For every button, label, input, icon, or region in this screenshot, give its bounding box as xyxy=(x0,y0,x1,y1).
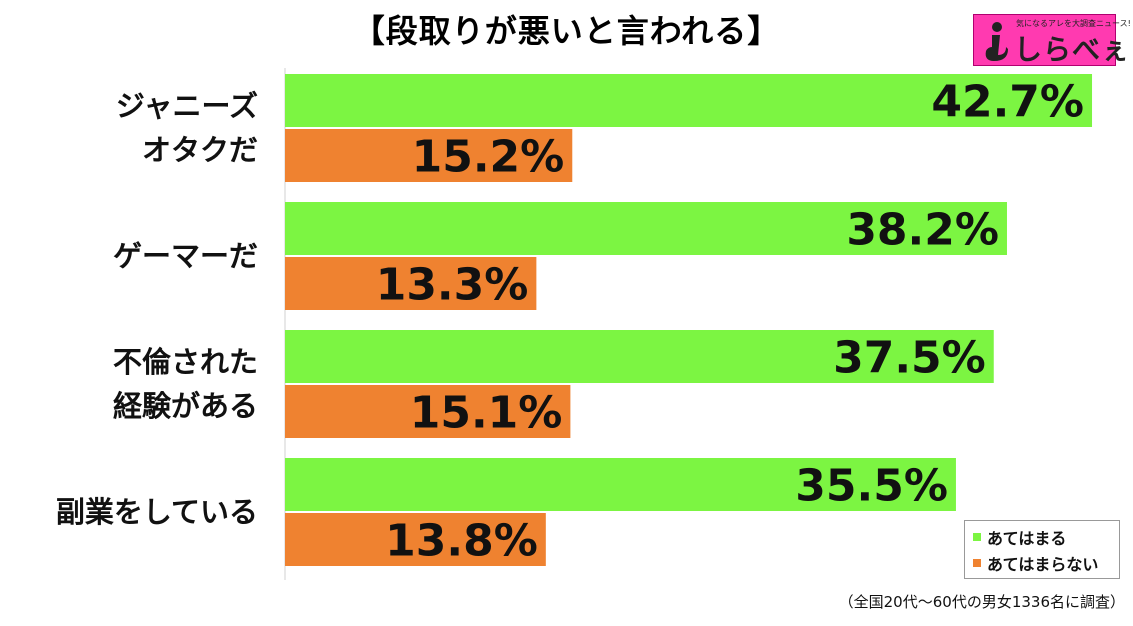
data-label: 42.7% xyxy=(931,77,1084,128)
bar-not-applies xyxy=(285,385,571,438)
legend-swatch-applies xyxy=(973,533,981,541)
legend: あてはまる あてはまらない xyxy=(964,520,1120,579)
data-label: 13.3% xyxy=(376,260,529,311)
category-label: ジャニーズ xyxy=(116,89,258,123)
data-label: 13.8% xyxy=(385,516,538,567)
data-label: 35.5% xyxy=(795,461,948,512)
legend-swatch-not-applies xyxy=(973,559,981,567)
category-label: 副業をしている xyxy=(56,495,258,529)
legend-label-applies: あてはまる xyxy=(987,529,1067,548)
bar-not-applies xyxy=(285,129,573,182)
logo-tagline: 気になるアレを大調査ニュース! xyxy=(1016,19,1131,28)
data-label: 15.1% xyxy=(410,388,563,439)
logo-i-icon xyxy=(985,22,1008,61)
bar-not-applies xyxy=(285,257,537,310)
bar-applies xyxy=(285,330,994,383)
data-label: 38.2% xyxy=(846,205,999,256)
footnote: （全国20代～60代の男女1336名に調査） xyxy=(838,593,1125,611)
bar-applies xyxy=(285,74,1093,127)
bar-applies xyxy=(285,202,1007,255)
bar-not-applies xyxy=(285,513,546,566)
shirabee-logo: 気になるアレを大調査ニュース! しらべぇ xyxy=(973,14,1131,66)
legend-item-not-applies: あてはまらない xyxy=(973,553,1099,574)
logo-text: しらべぇ xyxy=(1014,33,1131,66)
data-label: 15.2% xyxy=(412,132,565,183)
category-label: ゲーマーだ xyxy=(113,239,258,273)
chart-title: 【段取りが悪いと言われる】 xyxy=(352,12,781,50)
category-label: 不倫された xyxy=(113,345,258,379)
category-label: オタクだ xyxy=(142,133,258,167)
category-label: 経験がある xyxy=(113,389,258,423)
data-label: 37.5% xyxy=(833,333,986,384)
bar-applies xyxy=(285,458,956,511)
legend-label-not-applies: あてはまらない xyxy=(987,555,1099,574)
legend-item-applies: あてはまる xyxy=(973,527,1067,548)
